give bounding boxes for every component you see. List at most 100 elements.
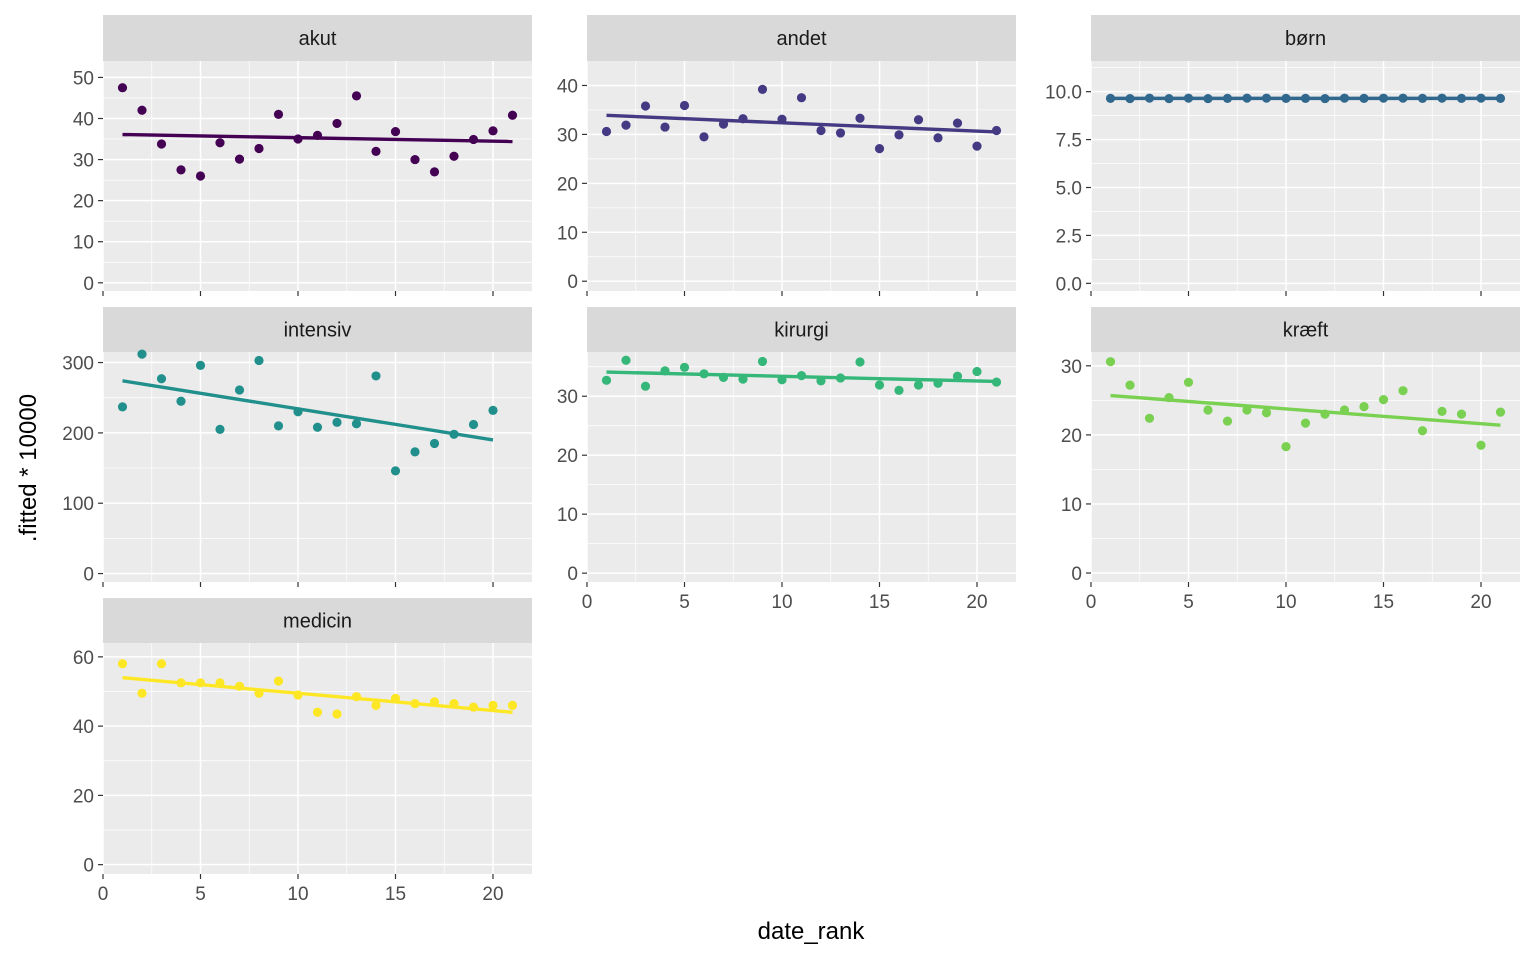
- x-tick-label: 10: [1275, 592, 1296, 613]
- data-point: [371, 700, 381, 710]
- data-point: [332, 709, 342, 719]
- data-point: [757, 84, 768, 94]
- data-point: [1359, 401, 1369, 412]
- y-tick-label: 0.0: [1056, 274, 1082, 295]
- x-tick-label: 5: [195, 884, 206, 905]
- y-tick-label: 20: [73, 786, 94, 807]
- facet-panel-medicin: medicin 0 20 40 60 0 5 10 15 20: [73, 598, 532, 905]
- data-point: [429, 167, 440, 177]
- x-tick-label: 20: [966, 592, 987, 613]
- data-point: [234, 154, 245, 164]
- data-point: [640, 381, 651, 391]
- data-point: [176, 396, 186, 406]
- data-point: [176, 678, 186, 688]
- facet-strip: [1091, 307, 1520, 352]
- data-point: [1222, 416, 1233, 426]
- data-point: [156, 659, 167, 669]
- data-point: [855, 357, 865, 367]
- data-point: [1300, 418, 1311, 428]
- data-point: [1183, 377, 1194, 387]
- data-point: [1456, 93, 1467, 103]
- facet-panel-andet: andet 0 10 20 30 40: [557, 15, 1016, 296]
- data-point: [1378, 93, 1389, 103]
- data-point: [273, 421, 284, 431]
- data-point: [156, 139, 167, 149]
- x-tick-label: 20: [482, 884, 503, 905]
- data-point: [1476, 440, 1486, 450]
- data-point: [312, 707, 323, 717]
- data-point: [1359, 93, 1369, 103]
- data-point: [855, 113, 865, 123]
- facet-strip: [103, 15, 532, 61]
- data-point: [254, 143, 264, 154]
- data-point: [679, 100, 690, 111]
- y-tick-label: 200: [62, 424, 94, 445]
- data-point: [1300, 93, 1311, 103]
- data-point: [933, 133, 943, 143]
- facet-strip-label: akut: [299, 28, 337, 50]
- data-point: [234, 385, 245, 395]
- data-point: [137, 349, 147, 359]
- data-point: [699, 369, 709, 379]
- facet-strip-label: børn: [1285, 28, 1326, 50]
- data-point: [874, 380, 885, 390]
- data-point: [429, 438, 440, 449]
- data-point: [351, 91, 362, 101]
- data-point: [1437, 406, 1447, 416]
- data-point: [621, 355, 631, 365]
- data-point: [1378, 395, 1389, 405]
- y-tick-label: 10: [73, 233, 94, 254]
- data-point: [1495, 407, 1506, 417]
- data-point: [1105, 357, 1116, 367]
- data-point: [371, 146, 381, 156]
- data-point: [390, 127, 401, 137]
- data-point: [468, 134, 479, 145]
- x-tick-label: 0: [98, 884, 109, 905]
- data-point: [952, 118, 963, 128]
- facet-strip-label: intensiv: [284, 320, 352, 342]
- facet-strip: [587, 307, 1016, 352]
- data-point: [195, 171, 206, 181]
- data-point: [449, 429, 459, 439]
- y-tick-label: 0: [83, 565, 94, 586]
- data-point: [718, 119, 729, 129]
- data-point: [952, 371, 963, 381]
- facet-panel-akut: akut 0 10 20 30 40 50: [73, 15, 532, 296]
- data-point: [757, 356, 768, 367]
- data-point: [429, 697, 440, 707]
- data-point: [117, 659, 128, 669]
- data-point: [1125, 380, 1135, 390]
- facet-panels: akut01020304050andet010203040børn0.02.55…: [62, 15, 1520, 905]
- y-tick-label: 50: [73, 68, 94, 89]
- data-point: [640, 101, 651, 111]
- data-point: [293, 407, 303, 417]
- data-point: [1144, 413, 1155, 423]
- data-point: [176, 165, 186, 175]
- data-point: [738, 114, 748, 124]
- data-point: [273, 109, 284, 119]
- data-point: [1437, 93, 1447, 103]
- data-point: [410, 447, 420, 457]
- data-point: [796, 93, 807, 103]
- y-tick-label: 40: [557, 76, 578, 97]
- data-point: [1203, 93, 1213, 104]
- x-tick-label: 20: [1470, 592, 1491, 613]
- x-tick-label: 0: [1086, 592, 1097, 613]
- panel-background: [103, 61, 532, 291]
- y-tick-label: 2.5: [1056, 226, 1082, 247]
- y-tick-label: 30: [73, 151, 94, 172]
- y-tick-label: 10.0: [1045, 83, 1082, 104]
- y-tick-label: 10: [1061, 495, 1082, 516]
- y-tick-label: 30: [557, 387, 578, 408]
- data-point: [254, 688, 264, 698]
- x-tick-label: 10: [771, 592, 792, 613]
- data-point: [1417, 426, 1428, 436]
- data-point: [991, 125, 1002, 136]
- data-point: [660, 122, 670, 132]
- x-tick-label: 5: [679, 592, 690, 613]
- x-tick-label: 15: [869, 592, 890, 613]
- data-point: [390, 693, 401, 704]
- data-point: [332, 118, 342, 129]
- trend-line: [1110, 393, 1501, 427]
- y-tick-label: 0: [83, 856, 94, 877]
